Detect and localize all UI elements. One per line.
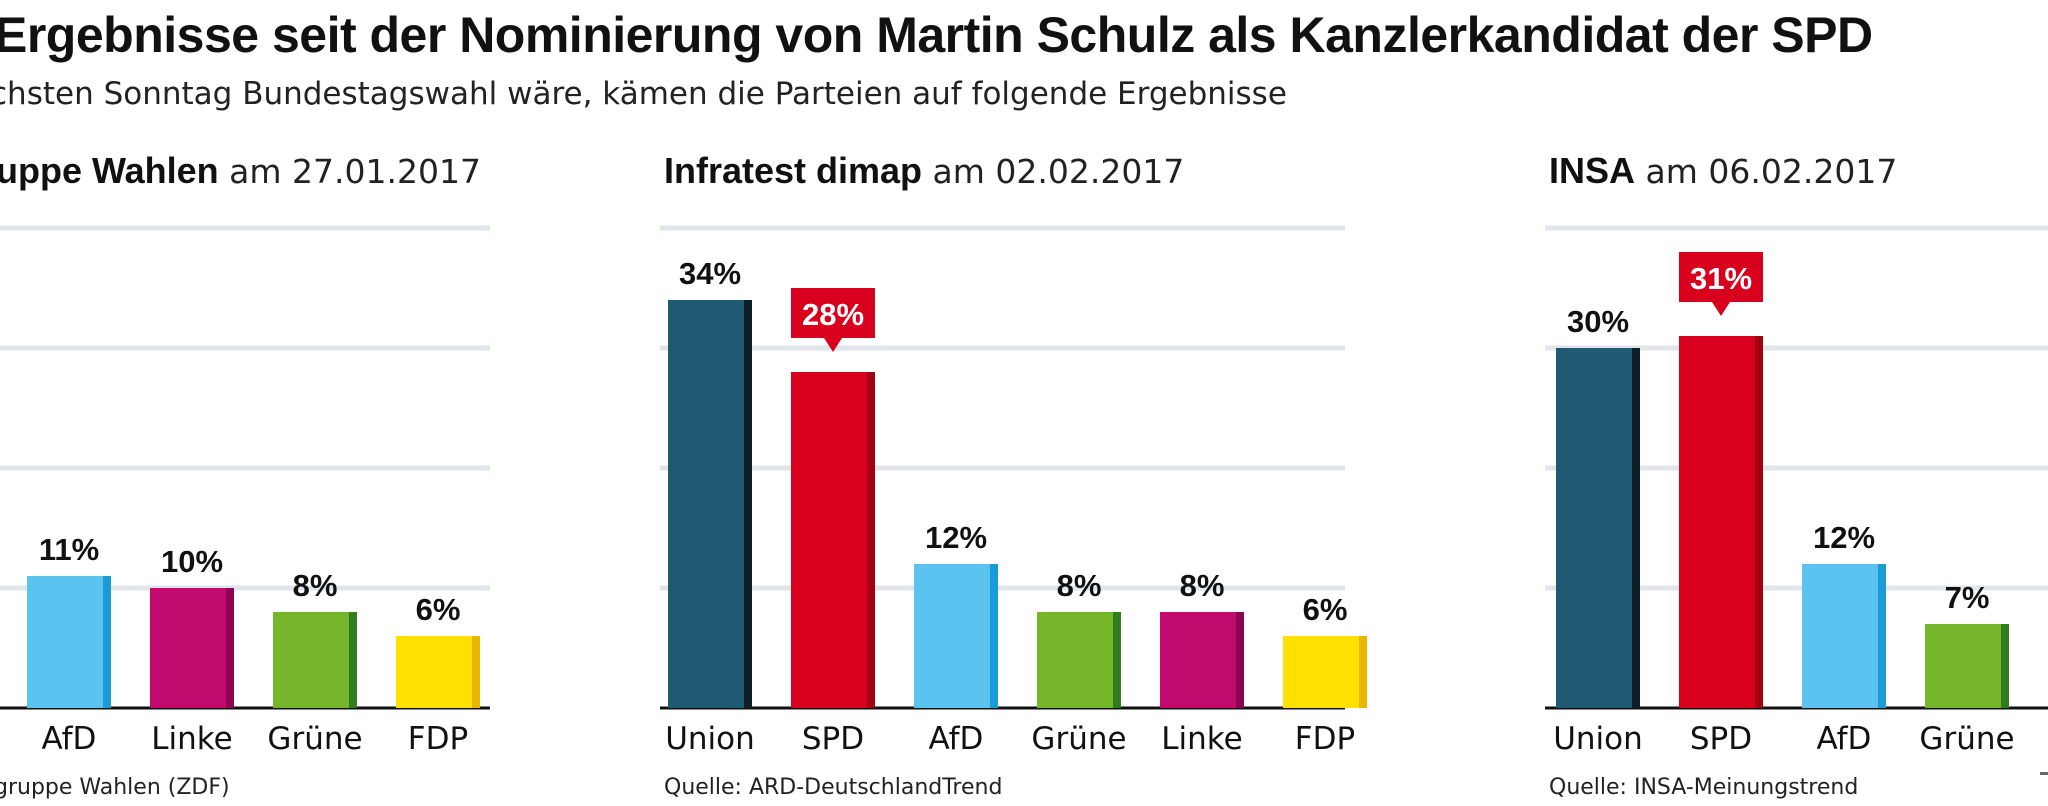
panel-2-bar-spd (791, 372, 875, 708)
panel-1-category-label-afd: AfD (42, 721, 97, 757)
panel-3-category-label-gruene: Grüne (1919, 721, 2014, 757)
panel-3-label-pointer-spd (1712, 302, 1730, 316)
panel-2-pollster: Infratest dimap (664, 150, 923, 191)
panel-2-category-label-fdp: FDP (1295, 721, 1355, 757)
panel-2-category-label-union: Union (665, 721, 755, 757)
panel-2-bar-edge-linke (1236, 612, 1244, 708)
panel-2-bar-edge-fdp (1359, 636, 1367, 708)
panel-2-bar-linke (1160, 612, 1244, 708)
panel-1-bar-fdp (396, 636, 480, 708)
panel-1-value-label-fdp: 6% (416, 592, 461, 627)
corner-mark (2040, 772, 2048, 775)
panel-1-bar-afd (27, 576, 111, 708)
panel-2-heading: Infratest dimap am 02.02.2017 (664, 150, 1184, 192)
panel-2-date: am 02.02.2017 (932, 152, 1185, 191)
panel-3-bar-edge-afd (1878, 564, 1886, 708)
panel-1-bar-edge-gruene (349, 612, 357, 708)
panel-2-value-label-spd: 28% (802, 297, 864, 332)
panel-2-value-label-fdp: 6% (1303, 592, 1348, 627)
panel-3-value-label-spd: 31% (1690, 261, 1752, 296)
panel-3-bar-edge-spd (1755, 336, 1763, 708)
panel-3-heading: INSA am 06.02.2017 (1549, 150, 1897, 192)
panel-1-bar-linke (150, 588, 234, 708)
panel-1-pollster: uppe Wahlen (0, 150, 219, 191)
panel-3-pollster: INSA (1549, 150, 1636, 191)
panel-2-bar-gruene (1037, 612, 1121, 708)
panel-2-bar-edge-afd (990, 564, 998, 708)
panel-3-category-label-union: Union (1553, 721, 1643, 757)
panel-1-bar-gruene (273, 612, 357, 708)
panel-2-bar-fdp (1283, 636, 1367, 708)
panel-2-bar-afd (914, 564, 998, 708)
panel-2-bar-edge-spd (867, 372, 875, 708)
panel-3-category-label-spd: SPD (1690, 721, 1752, 757)
chart-title: Ergebnisse seit der Nominierung von Mart… (0, 7, 1873, 63)
panel-2-bar-edge-union (744, 300, 752, 708)
panel-1-value-label-gruene: 8% (293, 568, 338, 603)
panel-2-label-box-spd (791, 288, 875, 338)
panel-2-category-label-linke: Linke (1161, 721, 1242, 757)
panel-3-value-label-union: 30% (1567, 304, 1629, 339)
panel-2-category-label-spd: SPD (802, 721, 864, 757)
panel-3-bar-union (1556, 348, 1640, 708)
panel-2-value-label-union: 34% (679, 256, 741, 291)
panel-2-value-label-afd: 12% (925, 520, 987, 555)
panel-2-label-pointer-spd (824, 338, 842, 352)
panel-3-bar-spd (1679, 336, 1763, 708)
panel-2-category-label-afd: AfD (929, 721, 984, 757)
panel-2-bar-edge-gruene (1113, 612, 1121, 708)
panel-3-date: am 06.02.2017 (1645, 152, 1898, 191)
panel-3-bar-gruene (1925, 624, 2009, 708)
panel-1-source: gruppe Wahlen (ZDF) (0, 775, 230, 800)
panel-3-bar-edge-union (1632, 348, 1640, 708)
panel-1-bar-edge-linke (226, 588, 234, 708)
panel-3-bar-edge-gruene (2001, 624, 2009, 708)
panel-3-category-label-afd: AfD (1817, 721, 1872, 757)
panel-3-source: Quelle: INSA-Meinungstrend (1549, 775, 1859, 800)
panel-1-value-label-linke: 10% (161, 544, 223, 579)
panel-1-bar-edge-fdp (472, 636, 480, 708)
panel-1-heading: uppe Wahlen am 27.01.2017 (0, 150, 481, 192)
chart-subtitle: chsten Sonntag Bundestagswahl wäre, käme… (0, 76, 1287, 112)
panel-3-label-box-spd (1679, 252, 1763, 302)
panel-2-value-label-gruene: 8% (1057, 568, 1102, 603)
panel-3-value-label-gruene: 7% (1945, 580, 1990, 615)
panel-2-bar-union (668, 300, 752, 708)
panel-1-bar-edge-afd (103, 576, 111, 708)
panel-2-source: Quelle: ARD-DeutschlandTrend (664, 775, 1003, 800)
panel-1-category-label-gruene: Grüne (267, 721, 362, 757)
panel-3-bar-afd (1802, 564, 1886, 708)
panel-3-value-label-afd: 12% (1813, 520, 1875, 555)
panel-1-date: am 27.01.2017 (229, 152, 481, 191)
panel-1-value-label-afd: 11% (39, 532, 99, 567)
panel-2-value-label-linke: 8% (1180, 568, 1225, 603)
panel-1-category-label-fdp: FDP (408, 721, 468, 757)
panel-2-category-label-gruene: Grüne (1031, 721, 1126, 757)
panel-1-category-label-linke: Linke (151, 721, 232, 757)
